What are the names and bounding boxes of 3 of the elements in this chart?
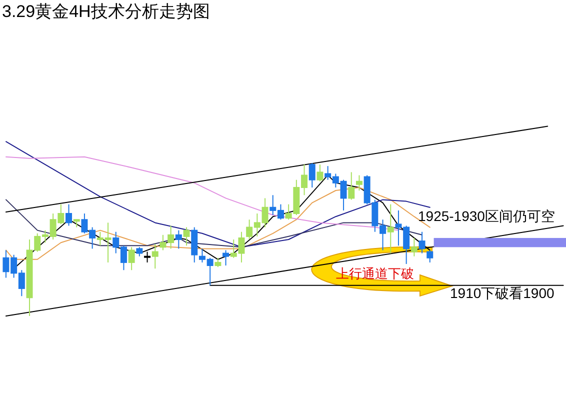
- title: 3.29黄金4H技术分析走势图: [2, 2, 210, 21]
- band-label: 1925-1930区间仍可空: [418, 208, 555, 224]
- annotation: 1910下破看1900: [450, 285, 554, 301]
